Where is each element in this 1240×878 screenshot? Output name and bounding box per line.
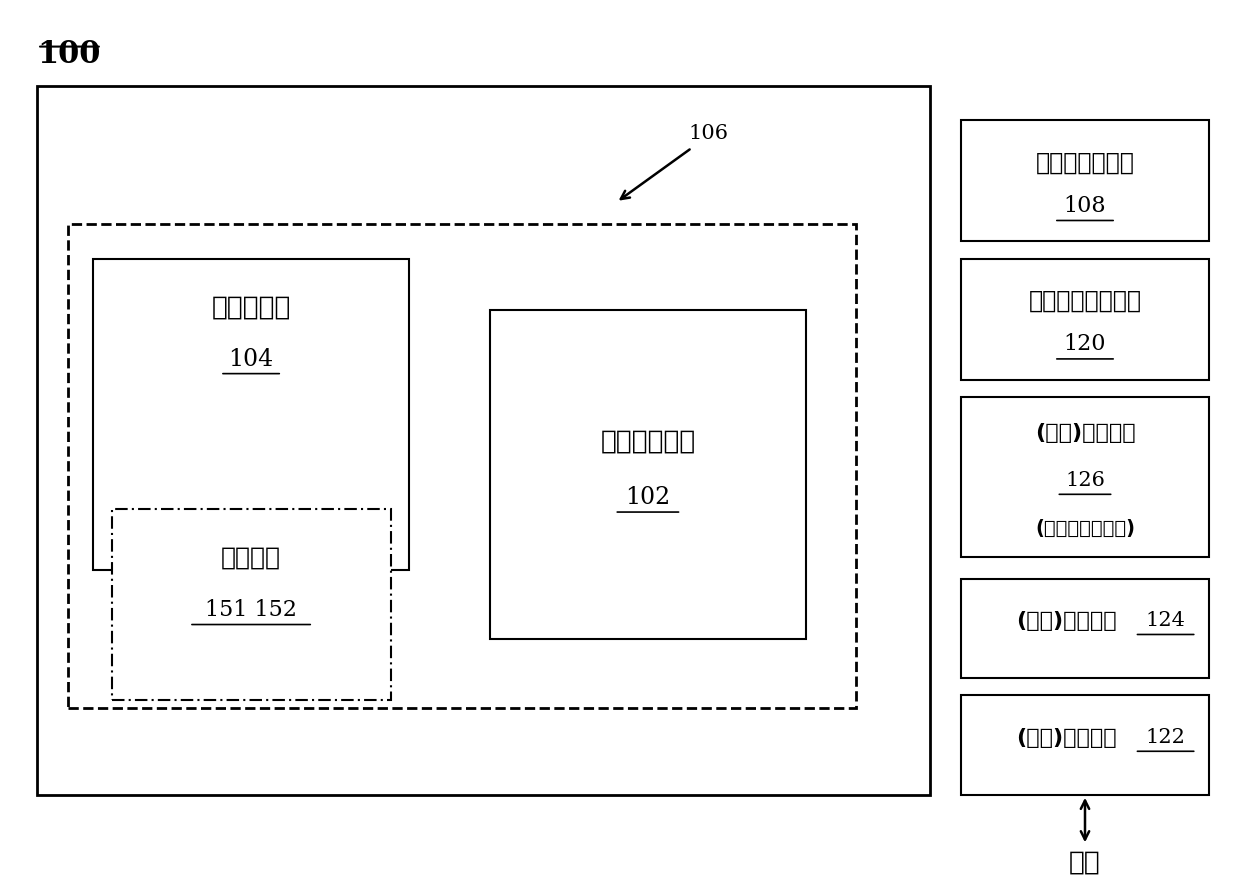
Text: 网络: 网络 xyxy=(1069,849,1101,874)
Text: 102: 102 xyxy=(625,486,671,508)
FancyBboxPatch shape xyxy=(961,579,1209,679)
Text: 可移除存储装置: 可移除存储装置 xyxy=(1035,150,1135,175)
FancyBboxPatch shape xyxy=(961,259,1209,380)
Text: (多个)输出设备: (多个)输出设备 xyxy=(1034,422,1136,443)
Text: (多个)输入设备: (多个)输入设备 xyxy=(1016,610,1117,630)
FancyBboxPatch shape xyxy=(112,510,391,700)
FancyBboxPatch shape xyxy=(93,259,409,571)
Text: 100: 100 xyxy=(37,39,100,70)
FancyBboxPatch shape xyxy=(37,86,930,795)
FancyBboxPatch shape xyxy=(961,121,1209,242)
Text: 104: 104 xyxy=(228,347,274,371)
Text: (多个)通信连接: (多个)通信连接 xyxy=(1016,727,1117,746)
Text: (例如，显示设备): (例如，显示设备) xyxy=(1035,518,1135,537)
Text: 中央处理单元: 中央处理单元 xyxy=(600,428,696,454)
Text: 不可移除存储装置: 不可移除存储装置 xyxy=(1028,289,1142,313)
Text: 106: 106 xyxy=(688,124,728,142)
Text: 126: 126 xyxy=(1065,471,1105,490)
Text: 124: 124 xyxy=(1146,610,1185,630)
Text: 122: 122 xyxy=(1146,727,1185,746)
Text: 120: 120 xyxy=(1064,333,1106,355)
Text: 151 152: 151 152 xyxy=(205,598,298,620)
Text: 预测模型: 预测模型 xyxy=(221,545,281,570)
FancyBboxPatch shape xyxy=(961,695,1209,795)
Text: 系统存储器: 系统存储器 xyxy=(211,294,291,320)
Text: 108: 108 xyxy=(1064,195,1106,217)
FancyBboxPatch shape xyxy=(961,398,1209,558)
FancyBboxPatch shape xyxy=(68,225,856,709)
FancyBboxPatch shape xyxy=(490,311,806,639)
